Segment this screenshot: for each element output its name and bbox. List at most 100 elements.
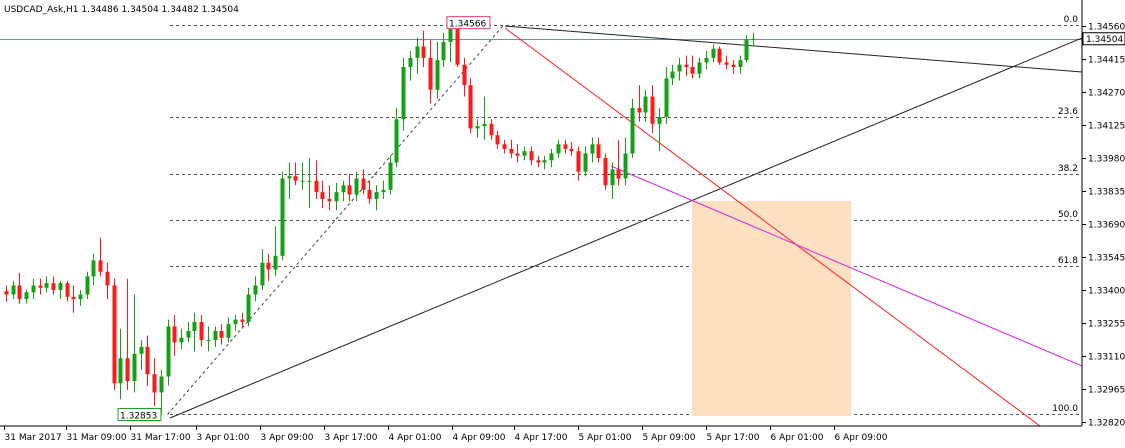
candle-body <box>711 48 716 58</box>
candle <box>616 139 621 186</box>
candle <box>199 315 204 347</box>
descending-trendline <box>504 25 1082 73</box>
candle-body <box>314 180 319 193</box>
candle <box>31 278 36 300</box>
candle-body <box>98 260 103 272</box>
candle <box>179 328 184 350</box>
fib-high-box <box>446 16 491 30</box>
candle <box>260 249 265 290</box>
candle <box>347 173 352 202</box>
candle-body <box>213 330 218 341</box>
candle-body <box>253 285 258 295</box>
candle-body <box>690 66 695 74</box>
candle <box>650 85 655 133</box>
candle-body <box>489 123 494 136</box>
time-axis[interactable]: 31 Mar 2017 31 Mar 09:00 31 Mar 17:00 3 Apr… <box>4 426 888 443</box>
candle <box>738 55 743 74</box>
candle-body <box>569 148 574 152</box>
candle <box>374 185 379 211</box>
fib-low-box <box>117 407 162 421</box>
symbol-info: USDCAD_Ask,H1 1.34486 1.34504 1.34482 1.… <box>4 5 239 15</box>
candle <box>24 290 29 304</box>
price-tick-label: 1.33545 <box>1088 254 1125 264</box>
candle <box>159 369 164 415</box>
candle <box>341 180 346 202</box>
candle <box>85 271 90 300</box>
candle-body <box>334 192 339 202</box>
candle <box>118 328 123 400</box>
candle-body <box>280 178 285 256</box>
candle <box>388 155 393 195</box>
candle <box>623 137 628 186</box>
candle-body <box>17 285 22 300</box>
candle <box>213 326 218 347</box>
candle-body <box>85 276 90 295</box>
candle <box>192 312 197 352</box>
candle <box>246 287 251 327</box>
time-tick-label: 4 Apr 17:00 <box>515 433 568 443</box>
candle <box>266 253 271 281</box>
candle-body <box>468 85 473 129</box>
time-tick-label: 3 Apr 17:00 <box>325 433 378 443</box>
candle-body <box>300 180 305 182</box>
candle <box>522 146 527 161</box>
candle-body <box>361 178 366 190</box>
candle-body <box>199 321 204 341</box>
candle-body <box>670 71 675 79</box>
candle <box>334 183 339 211</box>
candle-body <box>51 283 56 290</box>
price-axis[interactable]: 1.34560 1.34415 1.34270 1.34125 1.33980 1.338… <box>1082 23 1125 429</box>
candle <box>455 24 460 67</box>
candle-body <box>219 330 224 338</box>
candle-body <box>630 107 635 154</box>
time-tick-label: 31 Mar 17:00 <box>131 433 191 443</box>
candle-body <box>583 153 588 172</box>
candle <box>320 180 325 209</box>
candle-body <box>657 117 662 124</box>
candle <box>462 57 467 97</box>
candle-body <box>4 291 9 295</box>
candle-body <box>327 198 332 202</box>
candle-body <box>717 48 722 63</box>
fib-low-label: 1.32853 <box>120 411 157 421</box>
fib-trend-connector <box>167 24 505 415</box>
candle-body <box>172 326 177 343</box>
candle-body <box>610 169 615 186</box>
candle-body <box>307 180 312 182</box>
candle <box>226 317 231 343</box>
price-tick-label: 1.33835 <box>1088 188 1125 198</box>
candle <box>233 315 238 331</box>
candle-body <box>347 185 352 195</box>
candle-body <box>751 38 756 40</box>
time-tick-label: 3 Apr 01:00 <box>197 433 250 443</box>
candle <box>38 278 43 295</box>
candle <box>549 148 554 168</box>
current-price-label: 1.34504 <box>1086 35 1123 45</box>
candle <box>664 66 669 124</box>
candle <box>731 60 736 74</box>
candle-body <box>536 160 541 163</box>
candle-body <box>166 326 171 377</box>
candle-body <box>226 324 231 338</box>
candle <box>482 96 487 140</box>
candle-body <box>724 62 729 65</box>
candle-body <box>38 285 43 288</box>
candle <box>542 155 547 170</box>
candle-body <box>408 57 413 67</box>
drawn-objects[interactable] <box>0 24 1082 426</box>
candle-body <box>731 64 736 67</box>
candle <box>677 57 682 81</box>
candle <box>751 32 756 47</box>
candle-body <box>643 96 648 113</box>
candle <box>91 253 96 286</box>
candle-body <box>522 151 527 156</box>
highlight-rectangle <box>692 201 851 416</box>
candle-body <box>139 346 144 354</box>
price-tick-label: 1.32965 <box>1088 386 1125 396</box>
candle-body <box>664 78 669 118</box>
price-tick-label: 1.33255 <box>1088 320 1125 330</box>
candle-body <box>455 28 460 65</box>
candle <box>670 64 675 86</box>
